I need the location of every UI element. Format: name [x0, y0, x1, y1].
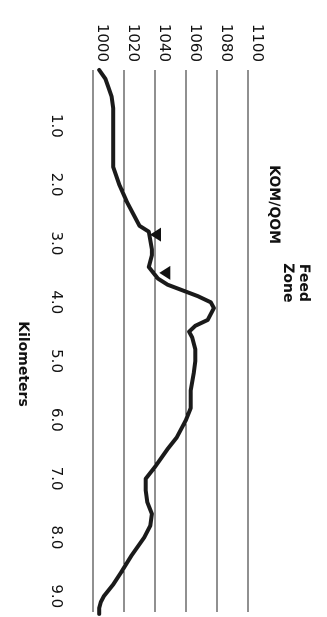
x-tick-label: 2.0	[48, 173, 66, 197]
x-tick-label: 5.0	[48, 349, 66, 373]
annotation-label: Feed	[296, 264, 312, 302]
x-tick-label: 7.0	[48, 467, 66, 491]
elevation-line	[97, 68, 216, 616]
x-tick-label: 3.0	[48, 232, 66, 256]
y-tick-label: 1100	[249, 24, 267, 62]
y-tick-label: 1040	[156, 24, 174, 62]
grid-lines	[92, 70, 249, 612]
x-tick-label: 9.0	[48, 584, 66, 608]
annotation-marker	[150, 227, 161, 242]
x-tick-label: 1.0	[48, 114, 66, 138]
annotation-marker	[159, 265, 171, 280]
annotation-label: KOM/QOM	[266, 165, 282, 244]
x-tick-label: 8.0	[48, 526, 66, 550]
annotation-markers	[150, 227, 171, 280]
y-tick-label: 1080	[218, 24, 236, 62]
x-tick-label: 4.0	[48, 290, 66, 314]
annotation-label: Zone	[280, 263, 296, 302]
x-tick-labels: 1.0 2.0 3.0 4.0 5.0 6.0 7.0 8.0 9.0	[48, 114, 66, 608]
x-tick-label: 6.0	[48, 408, 66, 432]
y-tick-label: 1060	[187, 24, 205, 62]
y-tick-labels: 1000 1020 1040 1060 1080 1100	[94, 24, 267, 62]
y-tick-label: 1000	[94, 24, 112, 62]
x-axis-label: Kilometers	[15, 321, 31, 407]
y-tick-label: 1020	[125, 24, 143, 62]
